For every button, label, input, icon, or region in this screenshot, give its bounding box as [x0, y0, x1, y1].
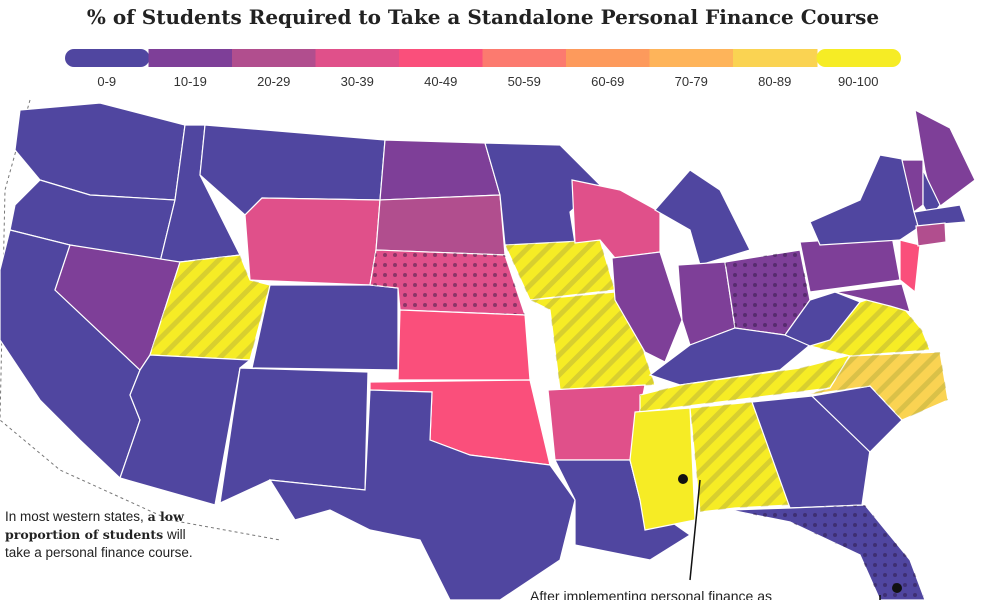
state-region — [654, 169, 751, 266]
state-region — [397, 309, 531, 381]
annotation-text: will take a personal finance course. — [5, 527, 193, 560]
state-pattern — [690, 402, 790, 512]
state-region — [379, 139, 501, 201]
annotation: After implementing personal finance as — [530, 588, 773, 600]
legend-label: 20-29 — [257, 74, 290, 89]
callout-dot — [678, 474, 688, 484]
legend-label: 90-100 — [838, 74, 878, 89]
state-region — [799, 235, 901, 293]
state-region — [484, 142, 601, 246]
legend-swatch — [816, 49, 901, 67]
state-pattern — [150, 255, 270, 360]
state-pattern — [800, 352, 948, 420]
legend-label: 0-9 — [97, 74, 116, 89]
legend-swatch — [733, 49, 818, 67]
legend-swatch — [649, 49, 734, 67]
legend-swatch — [566, 49, 651, 67]
legend-label: 80-89 — [758, 74, 791, 89]
legend-label: 40-49 — [424, 74, 457, 89]
state-pattern — [725, 250, 810, 335]
state-region — [268, 389, 576, 600]
legend-label: 60-69 — [591, 74, 624, 89]
regions — [0, 102, 976, 600]
annotation: In most western states, a low proportion… — [5, 508, 210, 562]
state-pattern — [370, 250, 525, 315]
legend-label: 10-19 — [174, 74, 207, 89]
callout-dot — [892, 583, 902, 593]
state-region — [251, 284, 399, 371]
state-region — [809, 154, 919, 246]
annotation-text: In most western states, — [5, 509, 148, 524]
legend-swatch — [232, 49, 317, 67]
state-region — [119, 354, 252, 506]
state-region — [611, 251, 683, 363]
state-pattern — [530, 292, 655, 390]
legend-label: 70-79 — [675, 74, 708, 89]
state-region — [834, 283, 911, 313]
legend-swatch — [65, 49, 150, 67]
legend-label: 30-39 — [341, 74, 374, 89]
legend-swatch — [399, 49, 484, 67]
state-region — [899, 239, 921, 294]
state-region — [375, 194, 506, 256]
map-title: % of Students Required to Take a Standal… — [87, 5, 879, 29]
state-pattern — [640, 355, 850, 412]
state-pattern — [730, 505, 925, 600]
state-region — [244, 197, 381, 286]
legend-swatch — [482, 49, 567, 67]
state-region — [913, 204, 967, 227]
legend-swatch — [148, 49, 233, 67]
state-region — [547, 384, 646, 461]
legend: 0-9 10-19 20-29 30-39 40-49 50-59 60-69 70-79 80… — [65, 49, 901, 89]
state-pattern — [505, 240, 615, 300]
state-region — [784, 291, 861, 347]
state-region — [915, 222, 947, 247]
callout-line — [689, 479, 701, 581]
legend-label: 50-59 — [508, 74, 541, 89]
annotation-bold: a low proportion of students — [5, 509, 184, 542]
region-outline — [0, 99, 281, 541]
legend-swatch — [315, 49, 400, 67]
